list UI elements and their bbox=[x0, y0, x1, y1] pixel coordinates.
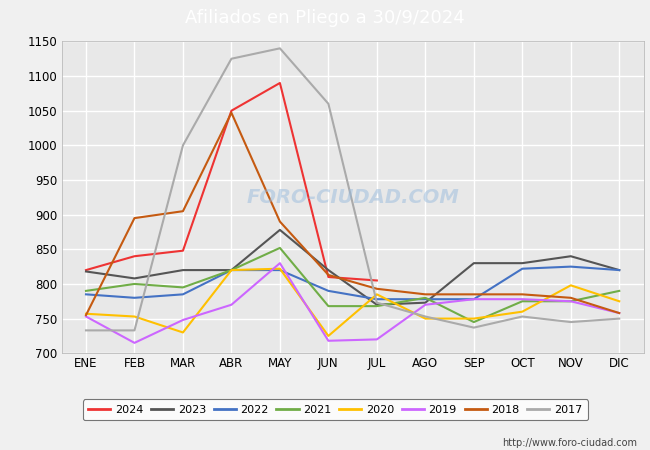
Text: Afiliados en Pliego a 30/9/2024: Afiliados en Pliego a 30/9/2024 bbox=[185, 9, 465, 27]
Text: FORO-CIUDAD.COM: FORO-CIUDAD.COM bbox=[246, 188, 459, 207]
Legend: 2024, 2023, 2022, 2021, 2020, 2019, 2018, 2017: 2024, 2023, 2022, 2021, 2020, 2019, 2018… bbox=[83, 399, 588, 420]
Text: http://www.foro-ciudad.com: http://www.foro-ciudad.com bbox=[502, 438, 637, 448]
